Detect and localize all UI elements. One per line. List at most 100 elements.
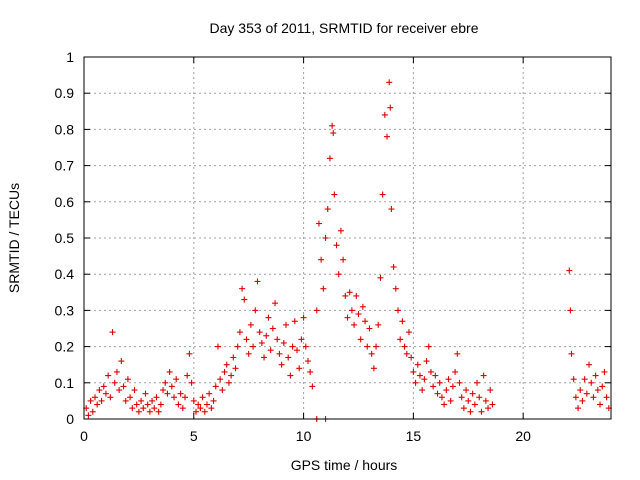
y-tick-label: 0.7 bbox=[55, 158, 75, 174]
data-point bbox=[416, 372, 423, 379]
data-point bbox=[210, 397, 217, 404]
data-point bbox=[221, 368, 228, 375]
data-point bbox=[239, 285, 246, 292]
data-point bbox=[109, 329, 116, 336]
data-point bbox=[487, 387, 494, 394]
data-point bbox=[272, 300, 279, 307]
data-point bbox=[208, 405, 215, 412]
data-point bbox=[177, 390, 184, 397]
data-point bbox=[366, 325, 373, 332]
data-point bbox=[322, 235, 329, 241]
data-point bbox=[309, 383, 316, 390]
data-point bbox=[122, 397, 129, 404]
data-point bbox=[469, 390, 476, 397]
data-point bbox=[243, 336, 250, 343]
data-point bbox=[140, 405, 147, 412]
data-point bbox=[241, 296, 248, 303]
data-point bbox=[111, 379, 118, 386]
data-point bbox=[85, 412, 92, 419]
data-point bbox=[412, 379, 419, 386]
data-point bbox=[164, 390, 171, 397]
data-point bbox=[280, 339, 287, 346]
data-point bbox=[454, 350, 461, 357]
data-point bbox=[94, 401, 101, 408]
data-point bbox=[375, 321, 382, 328]
data-point bbox=[568, 350, 575, 357]
data-point bbox=[313, 307, 320, 314]
data-point bbox=[460, 405, 467, 412]
data-point bbox=[250, 343, 257, 350]
data-point bbox=[276, 350, 283, 357]
data-point bbox=[430, 383, 437, 390]
y-tick-label: 0.8 bbox=[55, 121, 75, 137]
data-point bbox=[225, 379, 232, 386]
data-point bbox=[599, 383, 606, 390]
data-point bbox=[480, 372, 487, 379]
data-point bbox=[300, 314, 307, 321]
data-point bbox=[586, 361, 593, 368]
x-tick-label: 10 bbox=[296, 428, 312, 444]
data-point bbox=[458, 394, 465, 401]
data-point bbox=[478, 408, 485, 415]
data-point bbox=[168, 383, 175, 390]
data-point bbox=[597, 401, 604, 408]
data-point bbox=[408, 354, 415, 361]
data-point bbox=[228, 372, 235, 379]
data-point bbox=[489, 401, 496, 408]
data-point bbox=[427, 368, 434, 375]
data-point bbox=[395, 307, 402, 314]
data-point bbox=[467, 408, 474, 415]
data-point bbox=[232, 365, 239, 372]
data-point bbox=[203, 401, 210, 408]
data-point bbox=[572, 394, 579, 401]
data-point bbox=[307, 368, 314, 375]
data-point bbox=[456, 379, 463, 386]
data-point bbox=[91, 394, 98, 401]
x-tick-label: 15 bbox=[406, 428, 422, 444]
data-point bbox=[267, 347, 274, 354]
data-point bbox=[89, 408, 96, 415]
data-point bbox=[387, 104, 394, 111]
data-point bbox=[463, 387, 470, 394]
data-point bbox=[186, 350, 193, 357]
data-point bbox=[330, 130, 337, 137]
data-point bbox=[482, 397, 489, 404]
data-point bbox=[162, 379, 169, 386]
data-point bbox=[392, 285, 399, 292]
y-tick-label: 0 bbox=[66, 411, 74, 427]
data-point bbox=[438, 394, 445, 401]
data-point bbox=[379, 191, 386, 198]
data-point bbox=[476, 394, 483, 401]
data-point bbox=[135, 408, 142, 415]
data-point bbox=[302, 343, 309, 350]
data-point bbox=[357, 336, 364, 343]
data-point bbox=[265, 314, 272, 321]
y-tick-label: 0.9 bbox=[55, 85, 75, 101]
data-point bbox=[252, 307, 259, 314]
y-tick-label: 0.4 bbox=[55, 266, 75, 282]
data-point bbox=[127, 394, 134, 401]
data-point bbox=[256, 329, 263, 336]
data-point bbox=[236, 329, 243, 336]
data-point bbox=[201, 408, 208, 415]
data-point bbox=[98, 397, 105, 404]
data-point bbox=[188, 379, 195, 386]
x-tick-label: 5 bbox=[190, 428, 198, 444]
data-point bbox=[594, 387, 601, 394]
data-point bbox=[116, 387, 123, 394]
data-point bbox=[577, 387, 584, 394]
data-point bbox=[315, 220, 322, 227]
data-point bbox=[403, 350, 410, 357]
data-point bbox=[318, 256, 325, 263]
data-point bbox=[333, 242, 340, 249]
data-point bbox=[283, 321, 290, 328]
data-point bbox=[603, 394, 610, 401]
data-point bbox=[217, 376, 224, 383]
plot-frame bbox=[83, 56, 612, 420]
data-point bbox=[362, 318, 369, 325]
data-point bbox=[146, 408, 153, 415]
data-point bbox=[258, 339, 265, 346]
data-point bbox=[373, 343, 380, 350]
data-point bbox=[581, 376, 588, 383]
data-point bbox=[588, 379, 595, 386]
